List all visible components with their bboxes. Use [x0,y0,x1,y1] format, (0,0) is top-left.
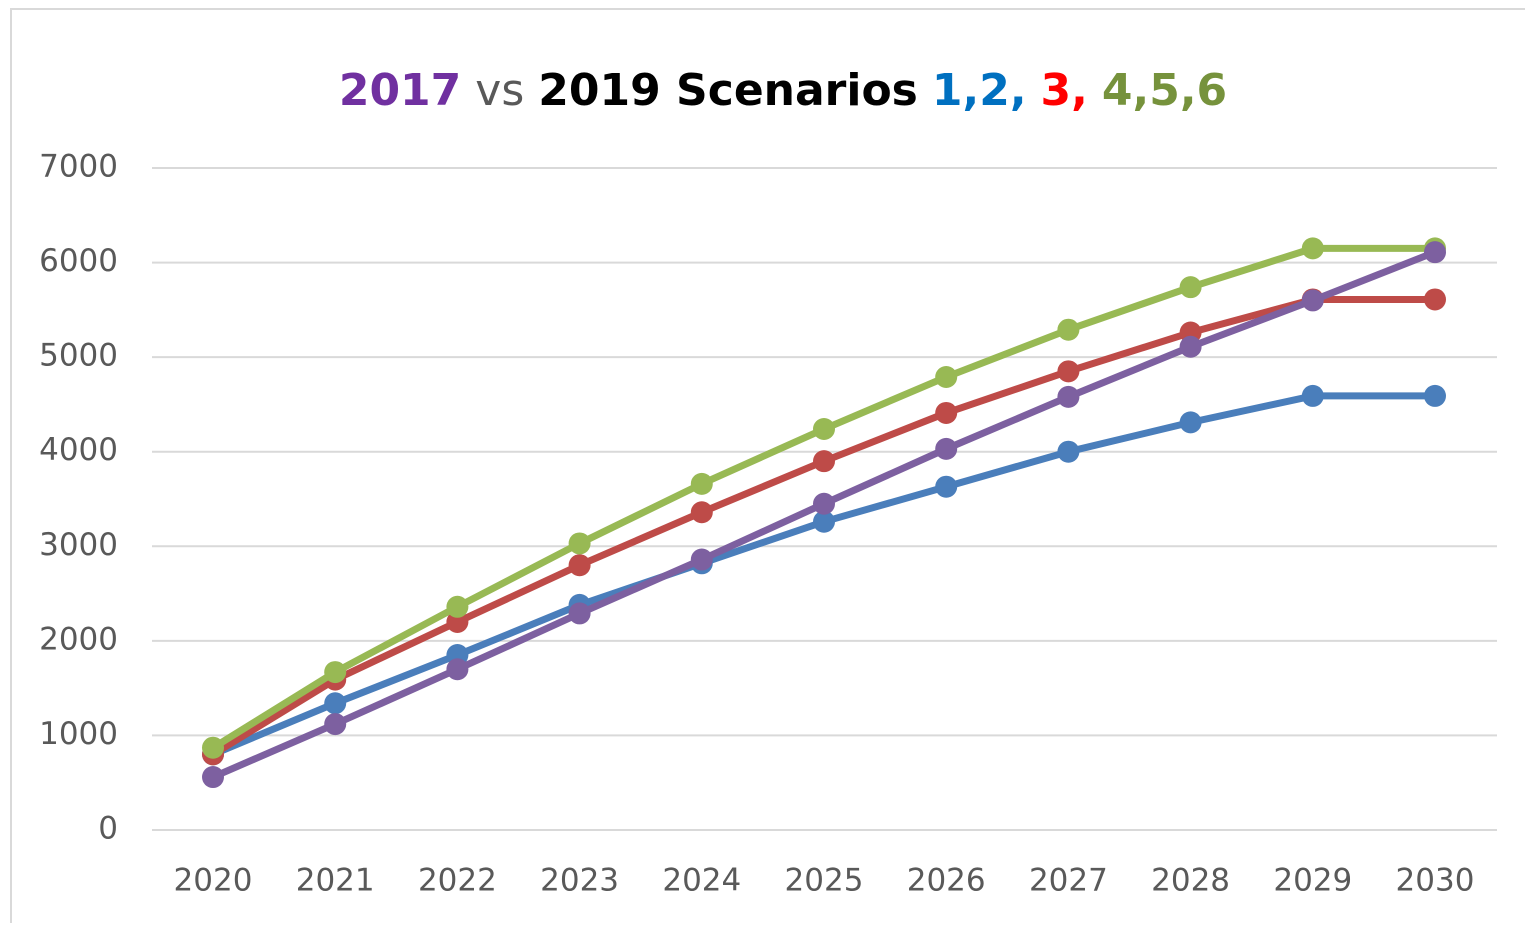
series-marker [935,475,958,498]
series-marker [690,501,713,524]
series-marker [813,418,835,441]
series-marker [1057,318,1080,341]
series-marker [1179,411,1202,434]
title-part: 2017 [339,65,461,116]
y-tick-label: 7000 [39,149,118,185]
series-marker [568,554,591,577]
series-marker [1057,360,1080,383]
x-tick-label: 2030 [1396,863,1475,899]
series-marker [202,766,224,789]
series-marker [813,492,835,515]
series-marker [324,713,347,736]
y-tick-label: 0 [98,811,118,847]
x-tick-label: 2020 [174,863,253,899]
x-tick-label: 2027 [1029,863,1108,899]
series-marker [935,366,958,389]
chart-frame [10,8,1525,927]
series-marker [1424,384,1446,407]
series-marker [935,437,958,460]
y-tick-label: 6000 [39,243,118,279]
series-marker [324,692,347,715]
series-marker [935,401,958,424]
x-tick-label: 2028 [1151,863,1230,899]
series-marker [446,595,469,618]
title-part: 2019 Scenarios [538,65,918,116]
x-tick-label: 2024 [662,863,741,899]
y-tick-label: 3000 [39,527,118,563]
title-part: vs [475,65,524,116]
series-marker [813,450,835,473]
series-marker [1179,335,1202,358]
x-tick-label: 2022 [418,863,497,899]
x-tick-label: 2026 [907,863,986,899]
series-marker [568,602,591,625]
series-marker [1424,288,1446,311]
title-part: 3, [1041,65,1088,116]
series-marker [813,510,835,533]
series-marker [202,736,224,759]
series-marker [1179,276,1202,299]
series-marker [1057,385,1080,408]
series-marker [1301,384,1324,407]
x-tick-label: 2025 [785,863,864,899]
series-marker [1424,241,1446,264]
x-tick-label: 2029 [1273,863,1352,899]
series-marker [1057,440,1080,463]
y-tick-label: 1000 [39,716,118,752]
y-tick-label: 4000 [39,432,118,468]
series-marker [690,548,713,571]
series-marker [690,472,713,495]
series-marker [1301,237,1324,260]
x-tick-label: 2023 [540,863,619,899]
chart-title: 2017 vs 2019 Scenarios 1,2, 3, 4,5,6 [339,65,1227,116]
title-part: 1,2, [932,65,1027,116]
series-marker [568,532,591,555]
series-marker [1301,289,1324,312]
series-marker [446,610,469,633]
title-part: 4,5,6 [1102,65,1227,116]
x-tick-label: 2021 [296,863,375,899]
series-marker [446,658,469,681]
y-tick-label: 5000 [39,338,118,374]
series-marker [324,661,347,684]
y-tick-label: 2000 [39,621,118,657]
